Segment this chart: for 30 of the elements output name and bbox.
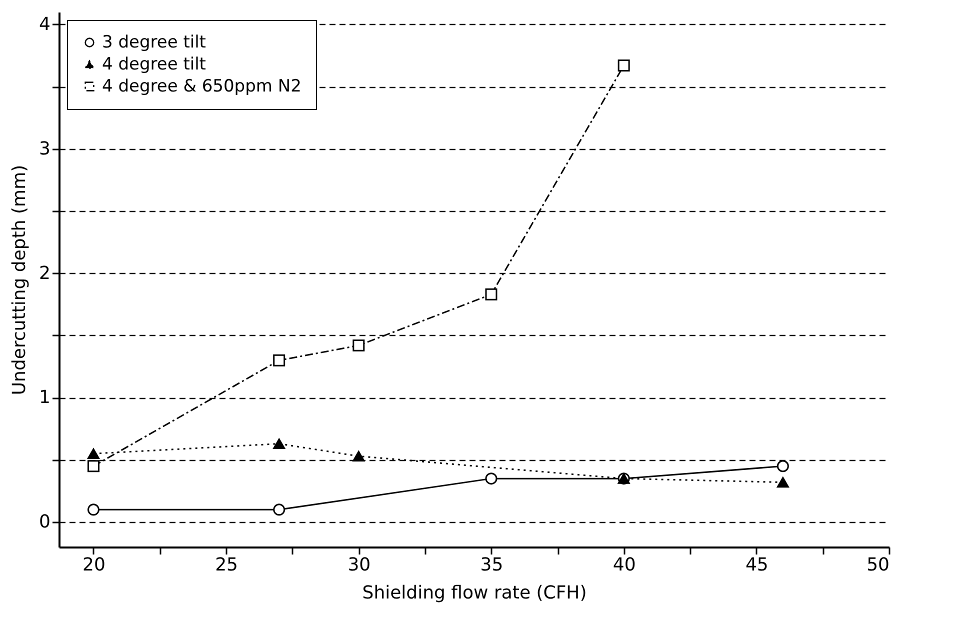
- point: [87, 460, 100, 472]
- y-tick-label: 3: [39, 138, 50, 160]
- y-tick-label: 0: [39, 512, 50, 533]
- y-tick-label: 2: [39, 262, 50, 284]
- x-tick-label: 35: [480, 554, 504, 576]
- point: [776, 460, 789, 472]
- point: [352, 339, 365, 352]
- point: [485, 288, 498, 300]
- point: [273, 438, 286, 450]
- point: [618, 60, 630, 72]
- point: [87, 504, 100, 516]
- y-tick-label: 4: [39, 14, 50, 35]
- x-tick-label: 40: [612, 554, 636, 576]
- legend-label: 4 degree tilt: [102, 54, 206, 74]
- x-tick-label: 50: [866, 554, 890, 576]
- x-tick-label: 45: [745, 554, 768, 576]
- point: [776, 477, 789, 488]
- legend-label: 3 degree tilt: [102, 32, 206, 52]
- point: [273, 354, 286, 366]
- point: [273, 504, 286, 516]
- point: [485, 472, 498, 485]
- x-tick-label: 30: [348, 554, 371, 576]
- x-axis-title: Shielding flow rate (CFH): [362, 582, 587, 604]
- y-axis-title: Undercutting depth (mm): [9, 164, 30, 396]
- y-tick-label: 1: [39, 387, 50, 408]
- point: [87, 448, 100, 459]
- point: [352, 450, 365, 462]
- x-tick-label: 20: [82, 554, 106, 576]
- legend-label: 4 degree & 650ppm N2: [102, 76, 302, 96]
- x-tick-label: 25: [215, 554, 238, 576]
